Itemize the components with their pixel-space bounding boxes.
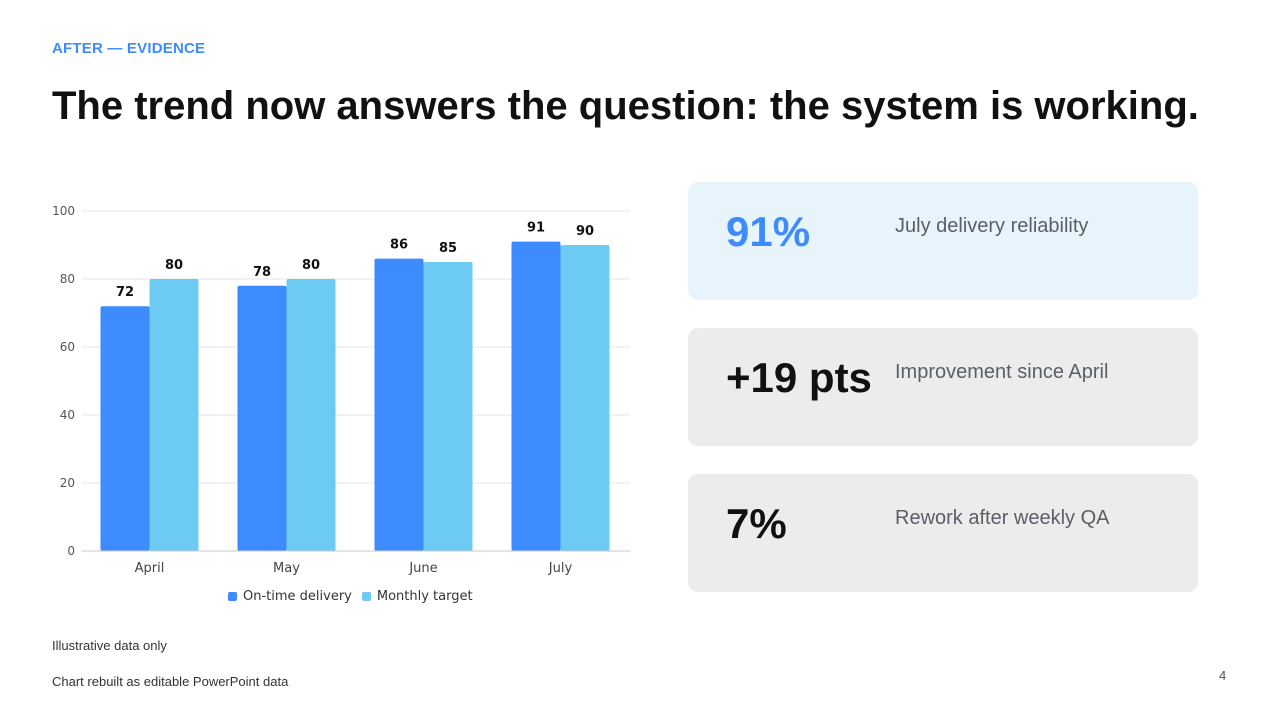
- y-axis-ticks: 0 20 40 60 80 100: [52, 204, 75, 558]
- kpi-card-rework: 7% Rework after weekly QA: [688, 474, 1198, 592]
- bar-value-label: 91: [527, 221, 545, 236]
- legend-swatch-monthly-target: [361, 592, 371, 601]
- kpi-card-improvement: +19 pts Improvement since April: [688, 328, 1198, 446]
- slide-title: The trend now answers the question: the …: [52, 84, 1199, 128]
- bar: [149, 279, 199, 551]
- y-tick-label: 100: [52, 204, 75, 218]
- legend-item-on-time-delivery: On-time delivery: [228, 589, 352, 604]
- eyebrow-label: AFTER — EVIDENCE: [52, 40, 206, 57]
- kpi-label: Rework after weekly QA: [895, 507, 1110, 529]
- kpi-value: 7%: [726, 500, 787, 547]
- kpi-label: Improvement since April: [895, 361, 1109, 383]
- bar-chart: 0 20 40 60 80 100 72 80 78 80 86 85 91 90 April May Ju…: [52, 204, 630, 576]
- bar: [374, 258, 424, 551]
- legend-item-monthly-target: Monthly target: [361, 589, 473, 604]
- legend-swatch-on-time-delivery: [228, 592, 237, 601]
- y-tick-label: 40: [60, 408, 75, 422]
- kpi-card-july-reliability: 91% July delivery reliability: [688, 182, 1198, 300]
- bar-value-label: 86: [390, 238, 408, 253]
- bars: [100, 241, 610, 551]
- x-axis-ticks: April May June July: [135, 561, 573, 576]
- kpi-label: July delivery reliability: [895, 215, 1089, 237]
- bar: [511, 241, 561, 551]
- legend-label: Monthly target: [376, 589, 473, 604]
- bar-value-label: 80: [165, 258, 183, 273]
- data-labels: 72 80 78 80 86 85 91 90: [116, 221, 594, 301]
- bar-value-label: 85: [439, 241, 457, 256]
- kpi-value: +19 pts: [726, 354, 872, 401]
- bar: [286, 279, 336, 551]
- x-tick-label: May: [273, 561, 300, 576]
- bar-value-label: 72: [116, 285, 134, 300]
- bar-value-label: 80: [302, 258, 320, 273]
- kpi-value: 91%: [726, 208, 811, 255]
- y-tick-label: 20: [60, 476, 75, 490]
- x-tick-label: June: [408, 561, 437, 576]
- x-tick-label: April: [135, 561, 165, 576]
- y-tick-label: 80: [60, 272, 75, 286]
- y-tick-label: 60: [60, 340, 75, 354]
- data-disclaimer: Illustrative data only: [52, 638, 167, 653]
- page-number: 4: [1219, 668, 1227, 683]
- y-tick-label: 0: [67, 544, 75, 558]
- bar-value-label: 78: [253, 265, 271, 280]
- chart-legend: On-time delivery Monthly target: [228, 589, 473, 604]
- legend-label: On-time delivery: [243, 589, 352, 604]
- x-tick-label: July: [548, 561, 573, 576]
- bar: [237, 285, 287, 551]
- bar: [560, 245, 610, 551]
- bar: [100, 306, 150, 551]
- bar-value-label: 90: [576, 224, 594, 239]
- bar: [423, 262, 473, 551]
- source-note: Chart rebuilt as editable PowerPoint dat…: [52, 674, 289, 689]
